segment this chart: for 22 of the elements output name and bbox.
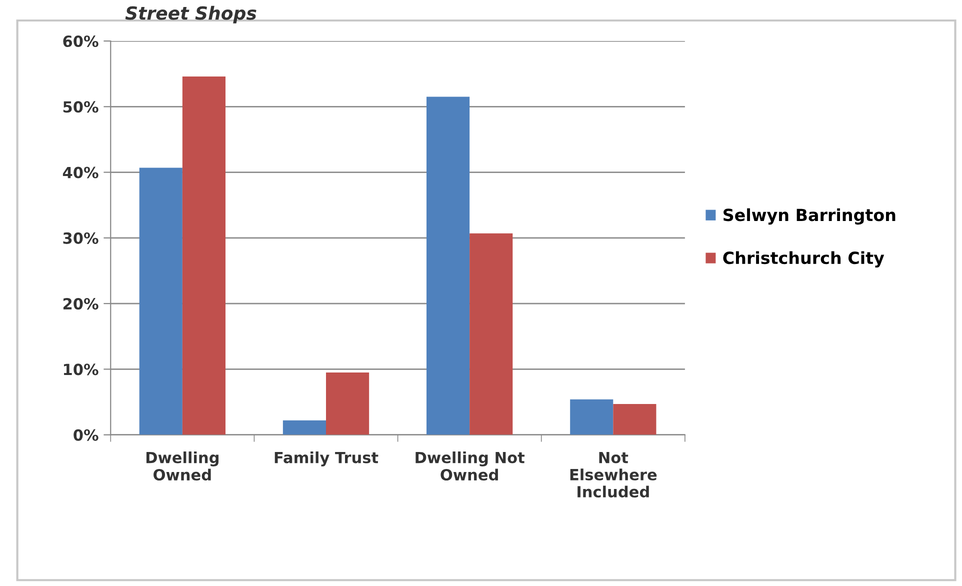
bar bbox=[326, 372, 370, 435]
x-tick-label: Dwelling Owned bbox=[146, 451, 218, 481]
legend-label: Christchurch City bbox=[723, 251, 884, 268]
bar bbox=[470, 233, 513, 435]
bar bbox=[182, 76, 226, 435]
y-tick-label: 30% bbox=[63, 232, 98, 244]
bar bbox=[570, 399, 614, 435]
bar bbox=[426, 96, 470, 435]
bar bbox=[613, 404, 656, 435]
legend-label: Selwyn Barrington bbox=[724, 208, 896, 225]
x-tick-label: Dwelling Not Owned bbox=[416, 451, 525, 481]
y-tick-label: 50% bbox=[63, 101, 98, 113]
y-tick-label: 0% bbox=[74, 429, 98, 441]
bar bbox=[139, 168, 182, 435]
bar bbox=[282, 420, 326, 435]
y-tick-label: 20% bbox=[63, 298, 98, 310]
y-tick-label: 60% bbox=[63, 35, 98, 48]
y-tick-label: 40% bbox=[62, 166, 98, 178]
x-tick-label: Family Trust bbox=[274, 451, 378, 466]
y-tick-label: 10% bbox=[64, 364, 98, 376]
text: Street Shops bbox=[125, 6, 256, 24]
x-tick-label: Not Elsewhere Included bbox=[570, 452, 657, 498]
